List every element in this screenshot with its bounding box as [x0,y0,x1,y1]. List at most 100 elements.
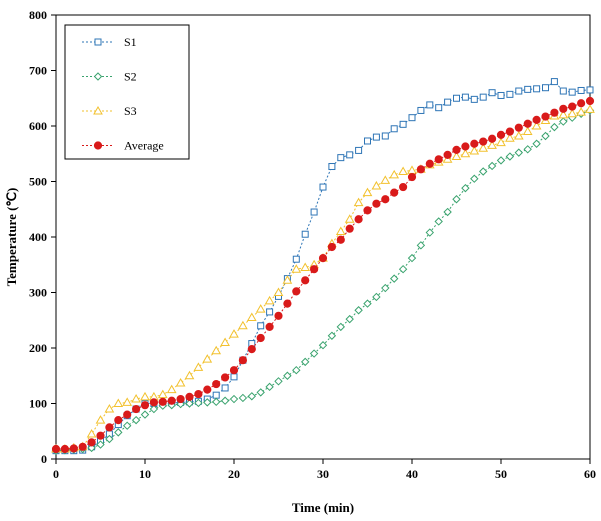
series-average-point [69,444,78,453]
series-average-point [363,206,372,215]
x-tick-label: 20 [228,467,240,481]
series-s2-point [265,382,274,392]
series-s2-point [541,131,550,141]
series-s3-point [246,312,257,321]
series-s2-point [487,161,497,171]
y-tick-label: 100 [29,397,47,411]
series-average-point [78,442,87,451]
series-s2-point [443,207,452,217]
series-s3-point [193,362,204,371]
series-average-point [372,199,381,208]
series-average-point [149,398,158,407]
series-average-point [381,195,390,204]
series-s3-point [505,133,515,142]
series-s1-point [408,114,416,122]
series-average-point [301,276,310,285]
series-s2-point [238,393,248,403]
series-s2-point [523,145,532,154]
series-s3-point [522,126,533,136]
series-s3-point [140,391,150,401]
series-average-point [585,96,595,106]
series-average [51,96,595,454]
series-s1-point [488,89,496,97]
series-s2-point [336,322,346,332]
legend-entry-s1: S1 [82,35,137,49]
series-s3-point [353,197,364,207]
legend-entry-s2: S2 [82,70,137,84]
series-s1-point [542,84,549,92]
series-s2-point [452,195,461,204]
series-s1-point [417,106,425,114]
series-average-point [479,137,488,146]
series-s2-point [96,440,105,449]
series-s1-point [533,85,541,93]
series-s3-point [282,275,293,284]
series-s2-point [398,264,408,274]
series-s2-point [434,217,443,226]
series-s3-point [238,320,248,330]
legend-label-s3: S3 [124,104,137,118]
series-s2-point [274,377,283,386]
series-s1-point [453,94,460,102]
series-s1-point [497,91,505,99]
series-s3-point [291,264,302,273]
series-average-point [514,123,523,132]
series-s2-point [470,174,479,183]
series-s3-point [157,389,168,399]
y-tick-label: 200 [29,341,47,355]
series-s2-point [532,139,541,148]
y-tick-label: 0 [41,452,47,466]
y-tick-label: 800 [29,8,47,22]
legend-marker-s2 [93,72,103,81]
legend-label-s2: S2 [124,70,137,84]
series-s3-point [113,398,124,407]
series-s2-point [140,410,150,419]
series-average-point [87,438,96,447]
y-tick-label: 400 [29,230,47,244]
series-s3-point [86,429,97,438]
series-s1-point [586,86,594,94]
series-s2-point [345,314,354,324]
series-average-point [496,130,506,139]
series-s2-point [461,183,470,193]
series-s3-point [229,329,239,338]
series-s3-point [478,143,489,152]
series-s2-point [300,357,310,367]
series-s2-point [514,148,524,157]
series-average-point [523,119,532,128]
series-s1-point [221,384,229,392]
series-s1-point [266,308,274,316]
series-s1-point [355,146,363,154]
series-average-point [505,127,514,136]
series-s3-point [211,345,222,355]
series-s2-point [149,404,159,414]
series-average-point [212,379,221,389]
series-s1-point [550,78,558,86]
series-s2-point [327,331,337,340]
series-s3-point [585,104,595,113]
series-average-point [461,142,470,151]
series-s1-point [337,154,345,162]
series-s2-point [220,396,230,405]
series-s2-point [381,283,390,293]
series-average-point [247,345,256,354]
series-s1-point [257,322,265,330]
series-average-point [488,134,497,143]
series-s1-point [568,88,576,96]
series-s3-point [104,404,115,413]
series-average-point [399,182,408,192]
series-s2-point [318,341,328,350]
series-s2-point [425,228,435,237]
series-s2-point [185,399,194,408]
series-average-point [140,401,150,410]
legend-marker-s3 [93,105,103,115]
series-average-point [354,215,363,224]
series-average-point [176,394,185,404]
series-average-point [416,165,425,174]
series-s2-point [105,434,114,444]
y-axis-ticks: 0 100 200 300 400 500 600 700 800 [29,8,56,466]
series-s3-point [220,337,230,346]
series-s1-point [364,137,371,145]
series-s3-point [531,120,542,130]
